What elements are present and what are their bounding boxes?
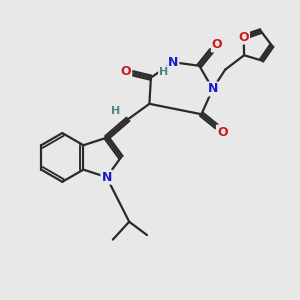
- Text: H: H: [111, 106, 120, 116]
- Text: H: H: [159, 67, 168, 77]
- Text: N: N: [101, 171, 112, 184]
- Text: O: O: [212, 38, 223, 52]
- Text: N: N: [208, 82, 218, 95]
- Text: O: O: [217, 126, 227, 139]
- Text: O: O: [238, 31, 249, 44]
- Text: O: O: [121, 65, 131, 78]
- Text: N: N: [168, 56, 178, 69]
